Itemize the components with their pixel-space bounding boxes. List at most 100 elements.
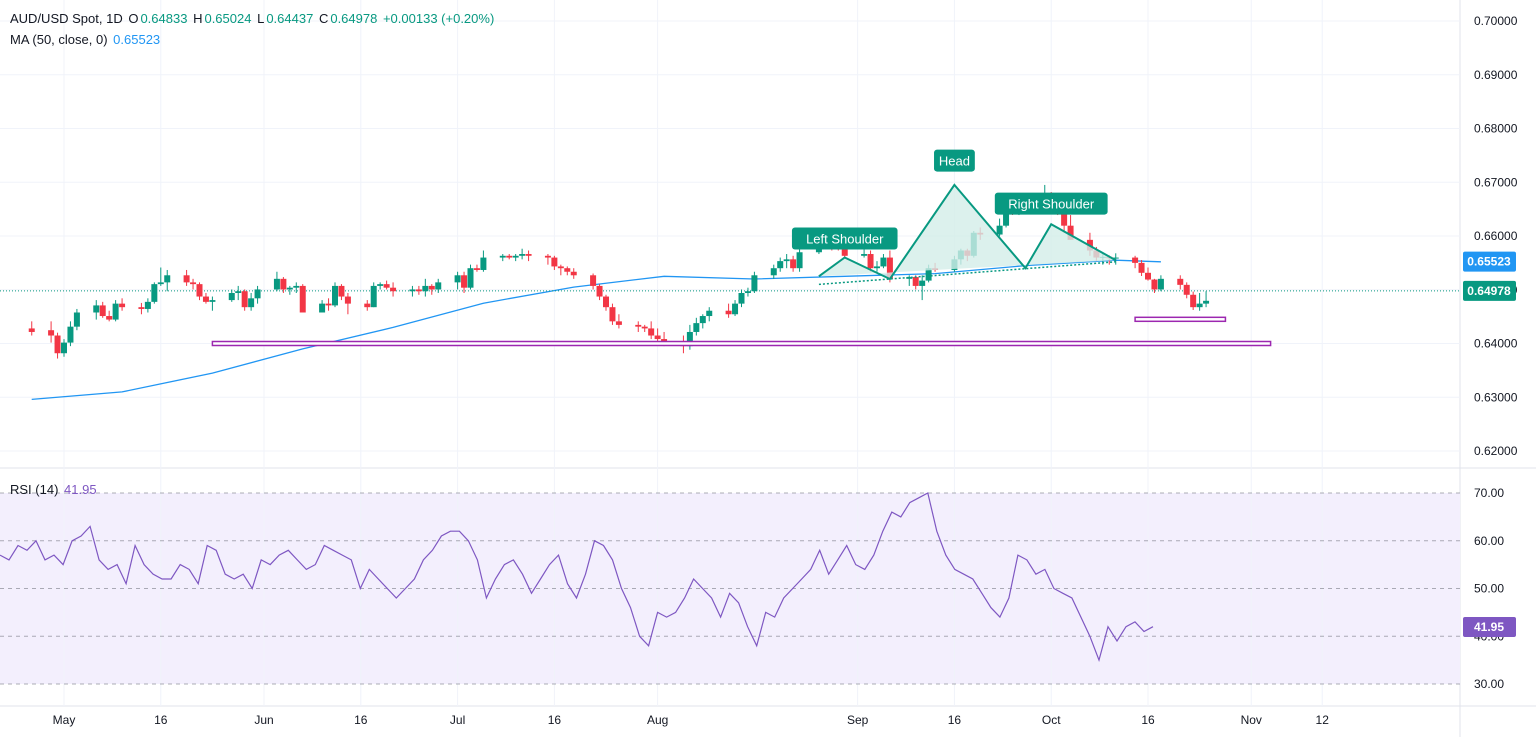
close-value: 0.64978 <box>330 11 378 26</box>
candle-body <box>686 331 693 347</box>
pattern-label: Right Shoulder <box>994 192 1108 215</box>
pattern-label: Left Shoulder <box>791 227 898 250</box>
open-label: O <box>128 11 139 26</box>
rsi-header: RSI (14) 41.95 <box>10 482 99 497</box>
candle-body <box>525 254 532 256</box>
candle-body <box>370 285 377 308</box>
change-value: +0.00133 (+0.20%) <box>382 11 495 26</box>
x-tick-label: 16 <box>1141 713 1155 727</box>
candle-body <box>1157 278 1164 290</box>
candle-body <box>67 326 74 343</box>
ma-price-tag-box <box>1463 251 1516 272</box>
y-tick-label: 0.67000 <box>1474 175 1518 189</box>
candle-body <box>790 259 797 269</box>
candle-body <box>319 303 326 313</box>
candle-body <box>54 335 61 354</box>
ma-line <box>31 259 1161 401</box>
candle-body <box>1061 213 1068 226</box>
candle-body <box>596 285 603 297</box>
close-label: C <box>318 11 329 26</box>
pattern-label-text: Left Shoulder <box>806 232 884 247</box>
candle-body <box>473 268 480 270</box>
pattern-label-text: Right Shoulder <box>1008 197 1095 212</box>
rsi-value-tag-box <box>1463 616 1516 637</box>
candle-body <box>1177 278 1184 285</box>
candle-body <box>1132 257 1139 263</box>
candle-body <box>654 335 661 340</box>
candle-body <box>519 254 526 256</box>
candle-body <box>570 271 577 276</box>
pattern-label-box <box>934 149 975 172</box>
candle-body <box>202 296 209 302</box>
x-tick-label: Nov <box>1241 713 1262 727</box>
candle-body <box>1196 303 1203 308</box>
candle-body <box>138 307 145 309</box>
candle-body <box>157 282 164 285</box>
candle-body <box>467 268 474 288</box>
candle-body <box>635 324 642 327</box>
candle-body <box>106 316 113 320</box>
candle-body <box>777 261 784 269</box>
candle-body <box>551 257 558 267</box>
candle-body <box>544 255 551 258</box>
rsi-tick-label: 50.00 <box>1474 582 1504 596</box>
x-tick-label: 16 <box>548 713 562 727</box>
candle-body <box>119 303 126 308</box>
candle-body <box>254 289 261 299</box>
candle-body <box>209 300 216 302</box>
candle-body <box>286 287 293 290</box>
candle-body <box>1067 225 1074 240</box>
rsi-tick-label: 60.00 <box>1474 534 1504 548</box>
candle-body <box>409 289 416 292</box>
candle-body <box>499 255 506 258</box>
x-tick-label: May <box>53 713 76 727</box>
x-tick-label: Sep <box>847 713 869 727</box>
y-tick-label: 0.66000 <box>1474 229 1518 243</box>
symbol-title: AUD/USD Spot, 1D <box>10 11 123 26</box>
candle-body <box>512 255 519 258</box>
candle-body <box>428 285 435 290</box>
candle-body <box>364 303 371 308</box>
candle-body <box>880 257 887 267</box>
last-price-tag-text: 0.64978 <box>1467 284 1511 298</box>
candle-body <box>557 266 564 269</box>
x-tick-label: Aug <box>647 713 668 727</box>
candle-body <box>377 284 384 286</box>
candle-body <box>480 257 487 270</box>
last-price-tag-box <box>1463 280 1516 301</box>
candle-body <box>1138 262 1145 273</box>
candle-body <box>732 303 739 315</box>
candle-body <box>874 266 880 269</box>
candle-body <box>415 289 422 292</box>
candle-body <box>906 277 913 279</box>
x-tick-label: 12 <box>1316 713 1330 727</box>
y-tick-label: 0.68000 <box>1474 122 1518 136</box>
candle-body <box>693 323 700 332</box>
y-tick-label: 0.69000 <box>1474 68 1518 82</box>
pattern-label-box <box>791 227 898 250</box>
candle-body <box>861 254 868 256</box>
candle-body <box>641 326 648 329</box>
candle-body <box>435 282 442 290</box>
candle-body <box>603 296 609 308</box>
support-line <box>1134 316 1227 323</box>
candle-body <box>332 285 338 306</box>
symbol-header: AUD/USD Spot, 1D O 0.64833 H 0.65024 L 0.64… <box>10 11 496 26</box>
candle-body <box>912 277 919 286</box>
candle-body <box>770 268 777 276</box>
candle-body <box>235 291 242 294</box>
candle-body <box>93 305 100 313</box>
candle-body <box>228 293 235 301</box>
rsi-line <box>0 492 1154 663</box>
candle-body <box>867 254 874 269</box>
candle-body <box>390 287 397 292</box>
pattern-label-text: Head <box>939 154 970 169</box>
candle-body <box>151 284 158 302</box>
candle-body <box>190 282 197 285</box>
candle-body <box>325 303 332 306</box>
candle-body <box>144 301 151 309</box>
y-tick-label: 0.62000 <box>1474 444 1518 458</box>
candle-body <box>615 321 622 325</box>
low-label: L <box>257 11 265 26</box>
candle-body <box>183 275 190 283</box>
